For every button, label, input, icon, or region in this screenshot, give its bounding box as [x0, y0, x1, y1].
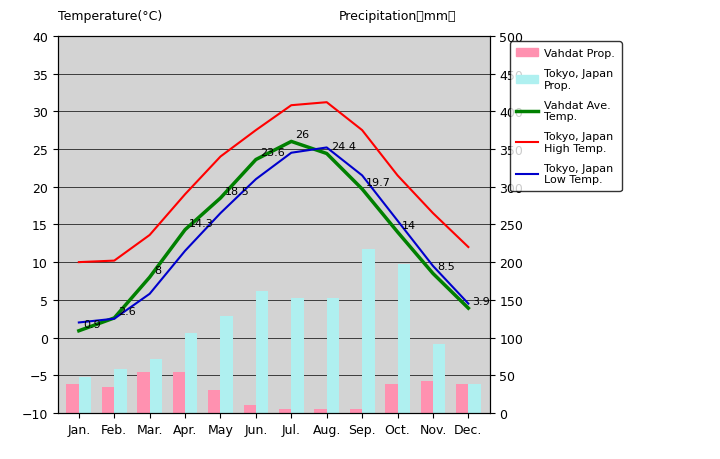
Text: 8: 8: [154, 265, 161, 275]
Bar: [385, 385, 397, 413]
Bar: [138, 372, 150, 413]
Text: 26: 26: [295, 130, 310, 140]
Bar: [397, 265, 410, 413]
Text: 19.7: 19.7: [366, 177, 391, 187]
Bar: [208, 391, 220, 413]
Bar: [66, 385, 79, 413]
Bar: [185, 333, 197, 413]
Bar: [327, 298, 339, 413]
Text: 2.6: 2.6: [118, 306, 136, 316]
Bar: [150, 359, 162, 413]
Bar: [456, 384, 468, 413]
Text: 24.4: 24.4: [331, 142, 356, 152]
Text: Precipitation（mm）: Precipitation（mm）: [338, 10, 456, 23]
Text: 23.6: 23.6: [260, 148, 285, 158]
Text: 3.9: 3.9: [472, 297, 490, 306]
Bar: [420, 381, 433, 413]
Bar: [350, 409, 362, 413]
Text: 14: 14: [402, 220, 416, 230]
Bar: [173, 372, 185, 413]
Bar: [102, 387, 114, 413]
Text: Temperature(°C): Temperature(°C): [58, 10, 162, 23]
Legend: Vahdat Prop., Tokyo, Japan
Prop., Vahdat Ave.
Temp., Tokyo, Japan
High Temp., To: Vahdat Prop., Tokyo, Japan Prop., Vahdat…: [510, 42, 621, 192]
Bar: [433, 344, 446, 413]
Bar: [468, 384, 481, 413]
Text: 18.5: 18.5: [225, 186, 249, 196]
Bar: [114, 369, 127, 413]
Bar: [220, 317, 233, 413]
Bar: [362, 249, 374, 413]
Text: 8.5: 8.5: [437, 262, 455, 272]
Bar: [279, 409, 292, 413]
Bar: [256, 291, 269, 413]
Text: 0.9: 0.9: [83, 319, 101, 329]
Bar: [243, 406, 256, 413]
Text: 14.3: 14.3: [189, 218, 214, 228]
Bar: [292, 299, 304, 413]
Bar: [79, 377, 91, 413]
Bar: [315, 409, 327, 413]
